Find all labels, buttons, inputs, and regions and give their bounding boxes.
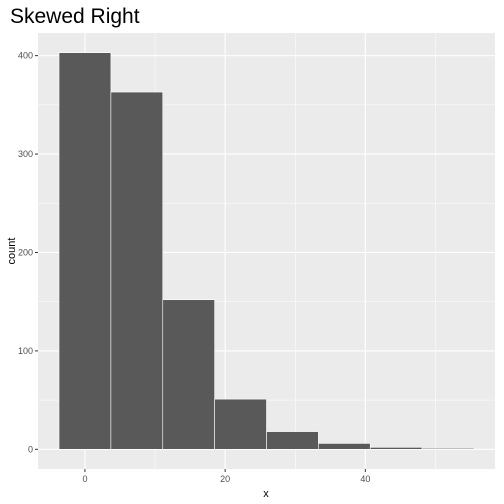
x-tick-label: 0 <box>82 474 87 484</box>
y-axis-title: count <box>6 238 18 265</box>
histogram-bar <box>421 448 475 450</box>
y-tick-label: 200 <box>18 247 33 257</box>
histogram-bars <box>58 52 475 450</box>
y-axis: 0 100 200 300 400 <box>18 51 38 454</box>
histogram-bar <box>58 52 112 450</box>
x-axis: 0 20 40 <box>82 469 370 484</box>
chart-title: Skewed Right <box>10 5 140 28</box>
y-tick-label: 400 <box>18 51 33 61</box>
histogram-bar <box>318 443 371 450</box>
histogram-bar <box>110 91 164 450</box>
histogram-bar <box>162 299 215 450</box>
y-tick-label: 100 <box>18 346 33 356</box>
x-tick-label: 40 <box>360 474 370 484</box>
y-tick-label: 300 <box>18 149 33 159</box>
histogram-bar <box>266 431 319 450</box>
histogram-bar <box>214 398 267 450</box>
x-tick-label: 20 <box>220 474 230 484</box>
x-axis-title: x <box>263 488 269 500</box>
y-tick-label: 0 <box>28 444 33 454</box>
histogram-bar <box>369 447 423 450</box>
